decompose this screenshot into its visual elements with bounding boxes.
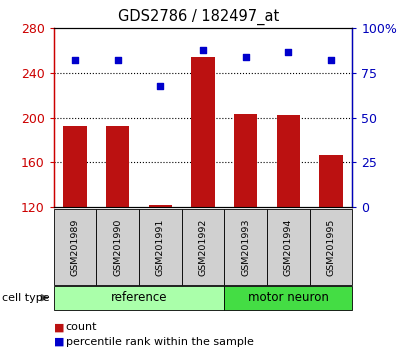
Text: GSM201991: GSM201991 (156, 218, 165, 276)
Text: GSM201989: GSM201989 (70, 218, 80, 276)
Text: cell type: cell type (2, 293, 50, 303)
Bar (319, 155, 343, 207)
Bar (106, 126, 129, 207)
Text: ■: ■ (54, 322, 64, 332)
Text: GSM201995: GSM201995 (326, 218, 336, 276)
Bar (96, 209, 139, 285)
Bar (224, 209, 267, 285)
Text: ■: ■ (54, 337, 64, 347)
Bar (277, 115, 300, 207)
Text: GSM201990: GSM201990 (113, 218, 122, 276)
Text: GSM201993: GSM201993 (241, 218, 250, 276)
Point (157, 83, 164, 88)
Bar (139, 209, 181, 285)
Point (115, 58, 121, 63)
Bar (191, 57, 215, 207)
Bar (63, 126, 87, 207)
Point (200, 47, 206, 53)
Bar (148, 205, 172, 207)
Bar (54, 209, 96, 285)
Text: GSM201994: GSM201994 (284, 218, 293, 276)
Point (72, 58, 78, 63)
Bar (267, 209, 310, 285)
Bar (234, 114, 258, 207)
Point (328, 58, 334, 63)
Bar (224, 286, 352, 310)
Bar (181, 209, 224, 285)
Text: count: count (66, 322, 97, 332)
Point (285, 49, 291, 55)
Text: percentile rank within the sample: percentile rank within the sample (66, 337, 254, 347)
Point (242, 54, 249, 60)
Text: reference: reference (111, 291, 167, 304)
Text: GDS2786 / 182497_at: GDS2786 / 182497_at (118, 9, 280, 25)
Bar (310, 209, 352, 285)
Text: GSM201992: GSM201992 (199, 218, 207, 276)
Bar (54, 286, 224, 310)
Text: motor neuron: motor neuron (248, 291, 329, 304)
